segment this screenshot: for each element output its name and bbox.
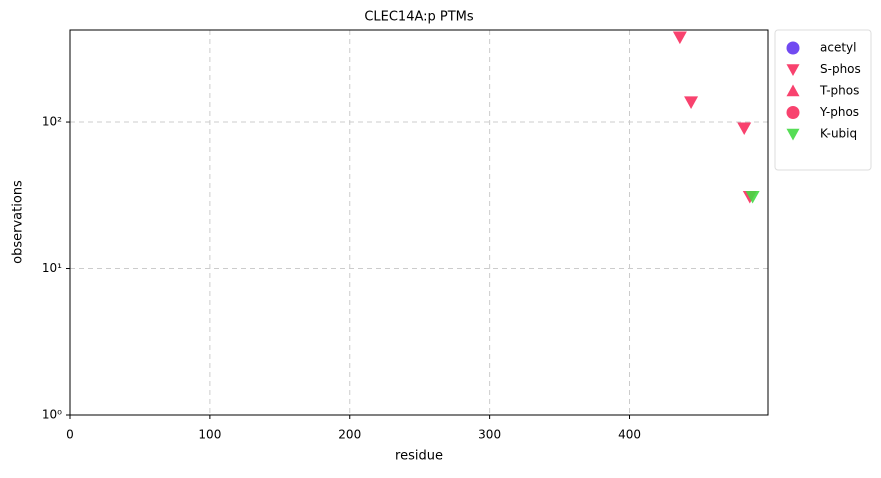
y-tick-label: 10¹ — [42, 261, 62, 275]
x-tick-label: 100 — [198, 428, 221, 442]
legend-label: K-ubiq — [820, 127, 857, 141]
legend-marker — [786, 64, 800, 76]
y-axis-label: observations — [11, 180, 26, 264]
point — [745, 190, 760, 204]
legend-label: Y-phos — [819, 105, 859, 119]
y-tick-label: 10² — [42, 115, 62, 129]
point — [684, 96, 699, 110]
legend-marker — [786, 41, 800, 55]
x-tick-label: 400 — [618, 428, 641, 442]
legend-label: S-phos — [820, 62, 861, 76]
legend-label: acetyl — [820, 41, 856, 55]
x-tick-label: 300 — [478, 428, 501, 442]
legend-marker — [786, 106, 800, 119]
legend-marker — [786, 84, 800, 97]
y-tick-label: 10⁰ — [42, 408, 62, 422]
legend-label: T-phos — [819, 84, 859, 98]
point — [737, 122, 752, 136]
point — [672, 31, 687, 45]
plot-frame — [69, 29, 769, 416]
x-tick-label: 0 — [66, 428, 74, 442]
x-tick-label: 200 — [338, 428, 361, 442]
legend-marker — [786, 128, 800, 141]
chart-title: CLEC14A:p PTMs — [364, 10, 474, 25]
x-axis-label: residue — [395, 449, 443, 464]
